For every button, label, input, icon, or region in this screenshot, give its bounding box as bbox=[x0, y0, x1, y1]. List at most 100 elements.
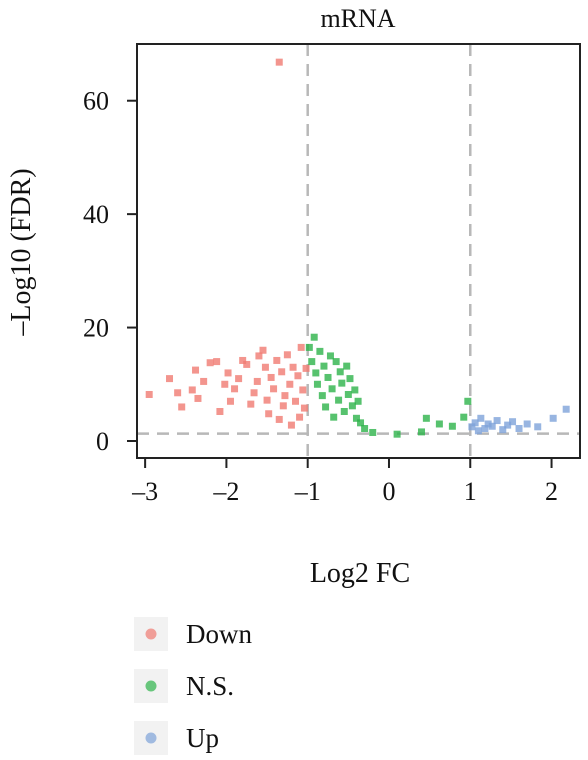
data-point bbox=[226, 397, 234, 405]
plot-area bbox=[137, 44, 580, 458]
data-point bbox=[351, 386, 359, 394]
data-point bbox=[296, 413, 304, 421]
data-point bbox=[460, 413, 468, 421]
series-down bbox=[145, 58, 310, 429]
data-point bbox=[263, 396, 271, 404]
data-point bbox=[265, 410, 273, 418]
data-point bbox=[435, 420, 443, 428]
y-tick-label: 40 bbox=[83, 200, 109, 229]
data-point bbox=[243, 360, 251, 368]
data-point bbox=[523, 420, 531, 428]
data-point bbox=[308, 358, 316, 366]
data-point bbox=[393, 430, 401, 438]
data-point bbox=[310, 333, 318, 341]
data-point bbox=[275, 415, 283, 423]
data-point bbox=[328, 385, 336, 393]
x-tick-label: –1 bbox=[294, 477, 321, 506]
legend-marker bbox=[145, 732, 157, 744]
data-point bbox=[267, 373, 275, 381]
y-tick-label: 0 bbox=[96, 427, 109, 456]
data-point bbox=[474, 427, 482, 435]
data-point bbox=[318, 392, 326, 400]
data-point bbox=[286, 380, 294, 388]
data-point bbox=[239, 356, 247, 364]
data-point bbox=[471, 419, 479, 427]
data-point bbox=[300, 404, 308, 412]
data-point bbox=[562, 405, 570, 413]
y-axis-label: –Log10 (FDR) bbox=[6, 168, 37, 336]
legend-label: N.S. bbox=[186, 671, 234, 701]
data-point bbox=[509, 418, 517, 426]
data-point bbox=[166, 375, 174, 383]
data-point bbox=[299, 386, 307, 394]
x-tick-label: –2 bbox=[212, 477, 239, 506]
x-tick-label: 1 bbox=[464, 477, 477, 506]
x-tick-label: 0 bbox=[382, 477, 395, 506]
data-point bbox=[213, 358, 221, 366]
y-tick-label: 60 bbox=[83, 87, 109, 116]
data-point bbox=[499, 426, 507, 434]
data-point bbox=[305, 343, 313, 351]
data-point bbox=[504, 421, 512, 429]
x-tick-label: –3 bbox=[131, 477, 158, 506]
data-point bbox=[275, 58, 283, 66]
chart-title: mRNA bbox=[320, 4, 395, 33]
data-point bbox=[477, 414, 485, 422]
y-tick-label: 20 bbox=[83, 314, 109, 343]
data-point bbox=[343, 362, 351, 370]
data-point bbox=[357, 419, 365, 427]
data-point bbox=[488, 422, 496, 430]
data-point bbox=[464, 397, 472, 405]
data-point bbox=[330, 413, 338, 421]
data-point bbox=[194, 394, 202, 402]
data-point bbox=[338, 379, 346, 387]
data-point bbox=[324, 373, 332, 381]
data-point bbox=[369, 428, 377, 436]
data-point bbox=[354, 397, 362, 405]
data-point bbox=[261, 363, 269, 371]
data-point bbox=[335, 396, 343, 404]
data-point bbox=[178, 403, 186, 411]
data-point bbox=[322, 403, 330, 411]
legend-label: Down bbox=[186, 619, 252, 649]
data-point bbox=[174, 389, 182, 397]
data-point bbox=[344, 390, 352, 398]
data-point bbox=[235, 375, 243, 383]
data-point bbox=[534, 423, 542, 431]
data-point bbox=[188, 386, 196, 394]
data-point bbox=[294, 372, 302, 380]
data-point bbox=[192, 366, 200, 374]
data-point bbox=[352, 414, 360, 422]
legend-marker bbox=[145, 680, 157, 692]
data-point bbox=[336, 368, 344, 376]
data-point bbox=[273, 356, 281, 364]
data-point bbox=[231, 385, 239, 393]
series-ns bbox=[305, 333, 472, 438]
series-up bbox=[468, 405, 570, 435]
data-point bbox=[224, 369, 232, 377]
data-point bbox=[216, 407, 224, 415]
data-point bbox=[292, 397, 300, 405]
plot-frame bbox=[136, 43, 581, 459]
data-point bbox=[493, 417, 501, 425]
data-point bbox=[287, 421, 295, 429]
x-tick-label: 2 bbox=[545, 477, 558, 506]
data-point bbox=[278, 368, 286, 376]
data-point bbox=[279, 402, 287, 410]
x-axis-label: Log2 FC bbox=[310, 558, 410, 589]
data-point bbox=[316, 347, 324, 355]
legend-marker bbox=[145, 628, 157, 640]
legend: Down N.S. Up bbox=[134, 617, 252, 755]
data-point bbox=[313, 380, 321, 388]
data-point bbox=[448, 422, 456, 430]
data-point bbox=[340, 407, 348, 415]
data-point bbox=[289, 363, 297, 371]
data-point bbox=[253, 377, 261, 385]
data-point bbox=[206, 359, 214, 367]
legend-label: Up bbox=[186, 723, 219, 753]
data-point bbox=[468, 423, 476, 431]
data-point bbox=[320, 362, 328, 370]
data-point bbox=[422, 414, 430, 422]
